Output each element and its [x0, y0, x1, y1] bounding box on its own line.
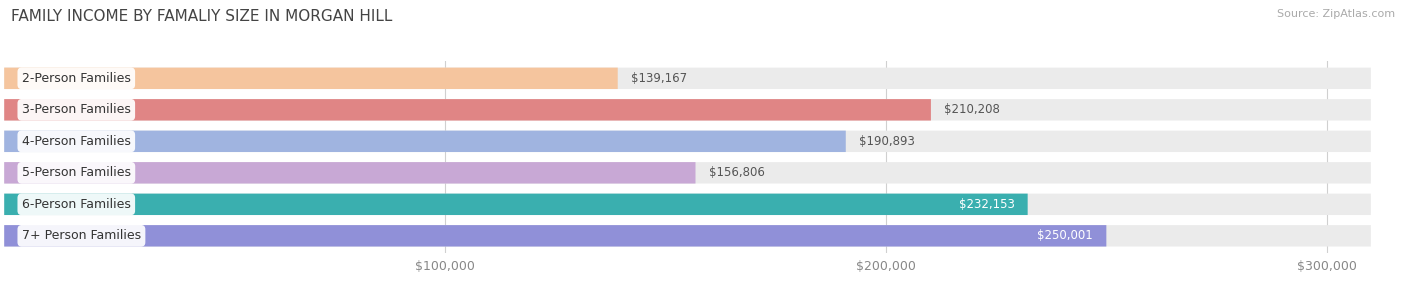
FancyBboxPatch shape: [4, 68, 1371, 89]
Text: 4-Person Families: 4-Person Families: [22, 135, 131, 148]
Text: 6-Person Families: 6-Person Families: [22, 198, 131, 211]
Text: $139,167: $139,167: [631, 72, 688, 85]
Text: $210,208: $210,208: [945, 103, 1000, 116]
Text: $156,806: $156,806: [709, 166, 765, 179]
Text: $232,153: $232,153: [959, 198, 1015, 211]
FancyBboxPatch shape: [4, 225, 1107, 246]
Text: Source: ZipAtlas.com: Source: ZipAtlas.com: [1277, 9, 1395, 19]
FancyBboxPatch shape: [4, 162, 1371, 184]
Text: 5-Person Families: 5-Person Families: [22, 166, 131, 179]
FancyBboxPatch shape: [4, 162, 696, 184]
FancyBboxPatch shape: [4, 194, 1028, 215]
FancyBboxPatch shape: [4, 99, 931, 120]
FancyBboxPatch shape: [4, 131, 846, 152]
FancyBboxPatch shape: [4, 225, 1371, 246]
Text: $190,893: $190,893: [859, 135, 915, 148]
FancyBboxPatch shape: [4, 194, 1371, 215]
Text: FAMILY INCOME BY FAMALIY SIZE IN MORGAN HILL: FAMILY INCOME BY FAMALIY SIZE IN MORGAN …: [11, 9, 392, 24]
Text: 2-Person Families: 2-Person Families: [22, 72, 131, 85]
Text: $250,001: $250,001: [1038, 229, 1092, 242]
Text: 7+ Person Families: 7+ Person Families: [22, 229, 141, 242]
FancyBboxPatch shape: [4, 131, 1371, 152]
FancyBboxPatch shape: [4, 68, 617, 89]
FancyBboxPatch shape: [4, 99, 1371, 120]
Text: 3-Person Families: 3-Person Families: [22, 103, 131, 116]
